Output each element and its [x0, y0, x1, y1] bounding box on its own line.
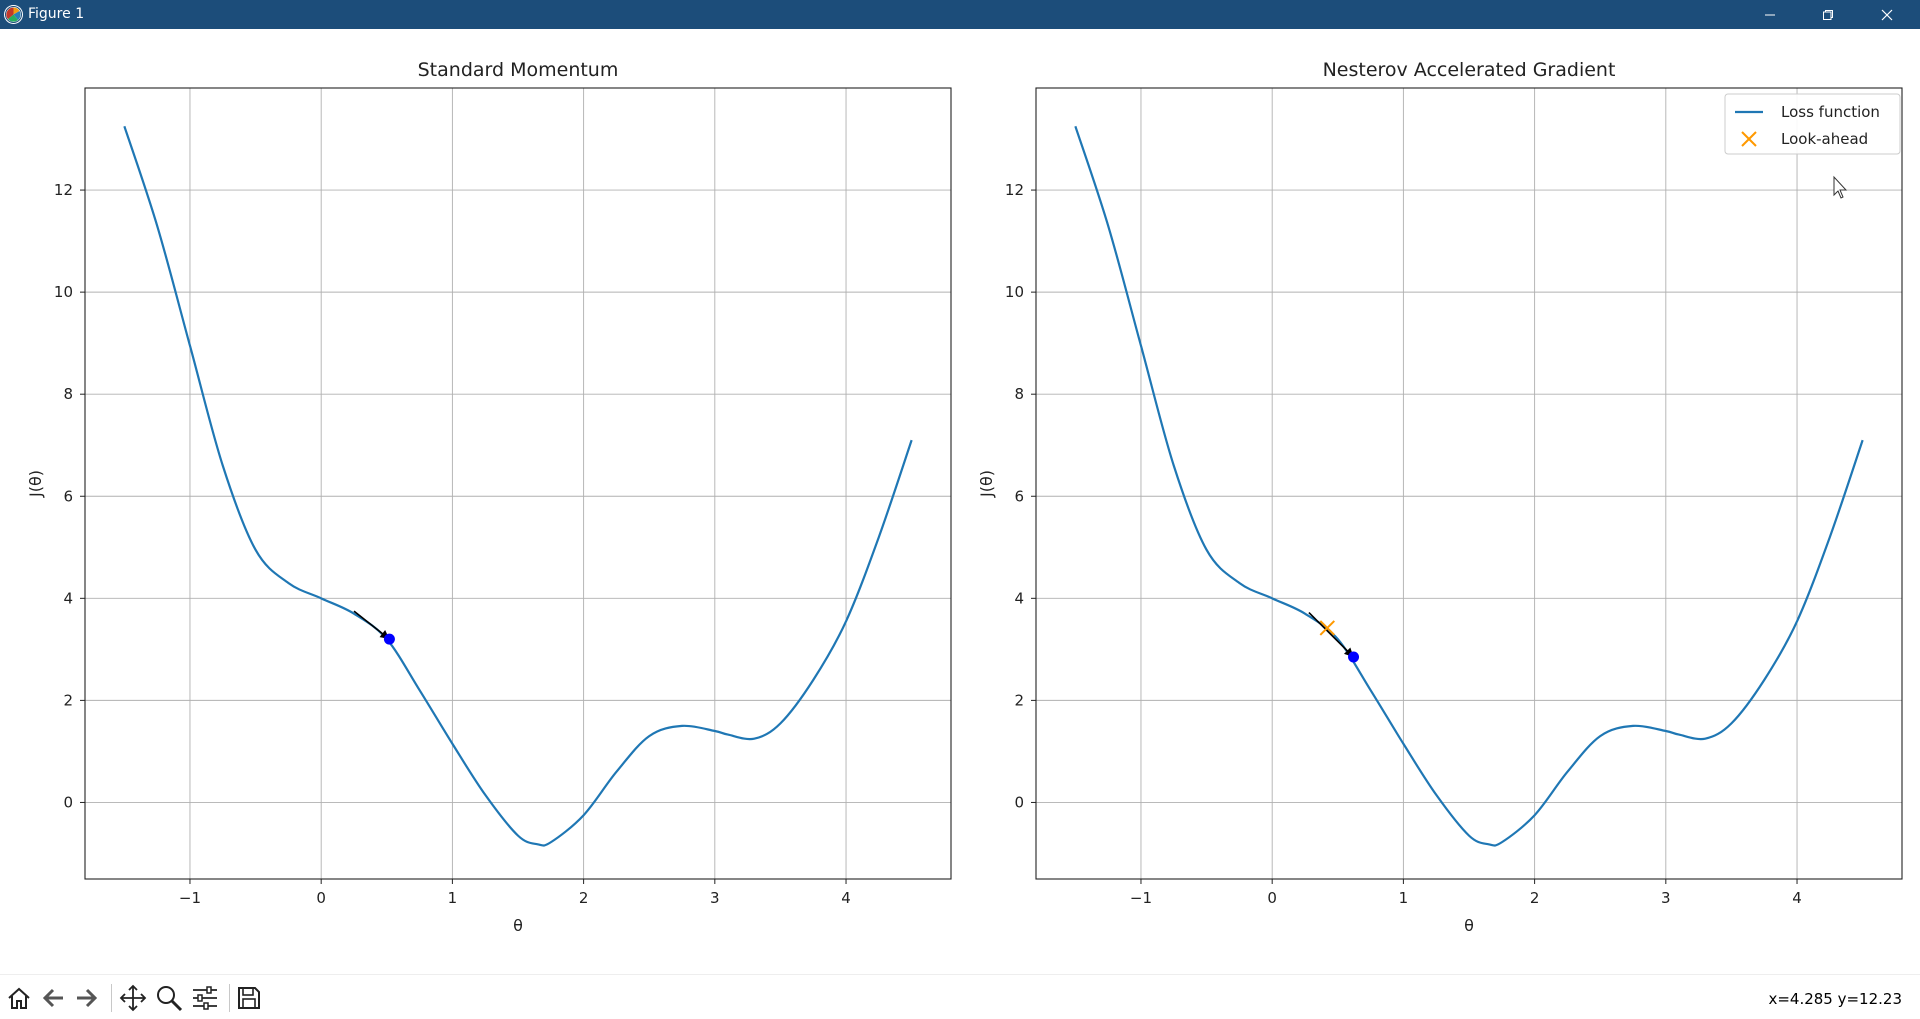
- axes-frame: [1035, 87, 1903, 880]
- toolbar-separator: [229, 984, 230, 1012]
- configure-subplots-button[interactable]: [188, 981, 222, 1015]
- y-tick-label: 4: [1014, 589, 1024, 607]
- mouse-cursor-icon: [1833, 175, 1848, 199]
- y-axis-label: J(θ): [977, 470, 996, 498]
- y-tick-label: 4: [63, 589, 73, 607]
- cursor-coordinates: x=4.285 y=12.23: [1768, 990, 1902, 1008]
- x-tick-label: 2: [1530, 889, 1540, 907]
- figure-canvas[interactable]: −1 0 1 2 3 4 0 2 4 6 8 10 12 Standard Momentum θ J(θ) −1…: [0, 29, 1920, 974]
- x-tick-label: 1: [1399, 889, 1409, 907]
- navigation-toolbar: x=4.285 y=12.23: [0, 974, 1920, 1019]
- legend-marker-swatch: [1741, 131, 1757, 147]
- title-bar[interactable]: Figure 1: [0, 0, 1920, 29]
- toolbar-separator: [111, 984, 112, 1012]
- x-axis-label: θ: [513, 916, 523, 935]
- axes-frame: [84, 87, 952, 880]
- x-tick-label: 3: [710, 889, 720, 907]
- forward-button[interactable]: [70, 981, 104, 1015]
- x-axis-label: θ: [1464, 916, 1474, 935]
- app-icon: [4, 5, 23, 24]
- minimize-button[interactable]: [1741, 0, 1799, 29]
- close-button[interactable]: [1858, 0, 1916, 29]
- momentum-arrow: [1308, 612, 1355, 658]
- x-tick-label: 0: [316, 889, 326, 907]
- x-tick-label: 4: [1792, 889, 1802, 907]
- close-icon: [1881, 9, 1893, 20]
- y-tick-label: 0: [63, 793, 73, 811]
- save-icon: [238, 987, 260, 1009]
- zoom-button[interactable]: [152, 981, 186, 1015]
- window-title: Figure 1: [28, 6, 85, 22]
- legend-box: [1724, 93, 1901, 155]
- back-icon: [42, 988, 63, 1008]
- loss-curve-line: [123, 125, 913, 847]
- chart-title: Standard Momentum: [418, 59, 619, 81]
- x-tick-label: −1: [179, 889, 201, 907]
- configure-subplots-icon: [193, 986, 217, 1010]
- y-tick-label: 6: [1014, 487, 1024, 505]
- y-axis-label: J(θ): [26, 470, 45, 498]
- x-tick-label: 3: [1661, 889, 1671, 907]
- back-button[interactable]: [36, 981, 70, 1015]
- look-ahead-marker: [1319, 620, 1335, 636]
- legend-entry-label: Look-ahead: [1781, 130, 1868, 148]
- home-button[interactable]: [2, 981, 36, 1015]
- x-tick-label: 1: [448, 889, 458, 907]
- y-tick-label: 10: [1005, 283, 1024, 301]
- current-position-point: [1348, 651, 1360, 663]
- current-position-point: [383, 633, 395, 645]
- pan-button[interactable]: [116, 981, 150, 1015]
- legend-entry-label: Loss function: [1781, 103, 1880, 121]
- y-tick-label: 12: [1005, 181, 1024, 199]
- zoom-icon: [157, 986, 183, 1012]
- legend: Loss function Look-ahead: [1724, 93, 1901, 155]
- y-tick-label: 6: [63, 487, 73, 505]
- y-tick-label: 2: [63, 691, 73, 709]
- maximize-icon: [1823, 9, 1833, 20]
- forward-icon: [77, 988, 98, 1008]
- x-tick-label: 2: [579, 889, 589, 907]
- y-tick-label: 2: [1014, 691, 1024, 709]
- minimize-icon: [1765, 14, 1775, 15]
- y-tick-label: 8: [63, 385, 73, 403]
- y-tick-label: 10: [54, 283, 73, 301]
- x-tick-label: −1: [1130, 889, 1152, 907]
- loss-curve-line: [1074, 125, 1864, 847]
- y-tick-label: 8: [1014, 385, 1024, 403]
- x-tick-label: 4: [841, 889, 851, 907]
- x-tick-label: 0: [1267, 889, 1277, 907]
- look-ahead-marker-stroke: [1319, 620, 1335, 636]
- y-tick-label: 12: [54, 181, 73, 199]
- save-button[interactable]: [232, 981, 266, 1015]
- chart-title: Nesterov Accelerated Gradient: [1323, 59, 1616, 81]
- pan-icon: [119, 984, 147, 1012]
- home-icon: [8, 987, 30, 1009]
- maximize-button[interactable]: [1799, 0, 1857, 29]
- y-tick-label: 0: [1014, 793, 1024, 811]
